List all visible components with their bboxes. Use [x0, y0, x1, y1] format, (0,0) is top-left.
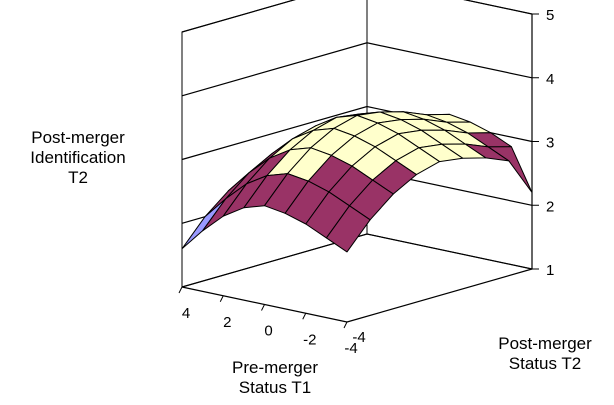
z-axis-label: Post-merger Identification T2	[4, 128, 152, 188]
surface-cell	[325, 205, 371, 253]
x-tick-label: -4	[344, 340, 357, 357]
x-tick-mark	[178, 286, 183, 294]
z-axis-label-line-3: T2	[68, 168, 88, 187]
x-tick-mark	[219, 295, 224, 302]
x-tick-mark	[302, 313, 307, 320]
z-tick-label: 3	[546, 135, 554, 152]
x-tick-mark	[343, 321, 348, 329]
y-axis-label-line-2: Status T2	[508, 354, 582, 373]
x-tick-mark	[261, 304, 265, 311]
z-tick-label: 1	[546, 262, 554, 279]
z-axis-label-line-2: Identification	[30, 148, 126, 167]
z-tick-label: 5	[546, 7, 554, 24]
x-axis-label-line-1: Pre-merger	[232, 358, 318, 377]
x-tick-label: 4	[182, 305, 190, 322]
x-tick-label: 0	[264, 323, 272, 340]
y-tick-label: -4	[352, 329, 365, 346]
x-axis-label: Pre-merger Status T1	[200, 358, 350, 398]
x-tick-label: -2	[303, 331, 316, 348]
x-axis-label-line-2: Status T1	[238, 378, 312, 397]
z-gridline	[181, 42, 533, 97]
chart-axes: 4 2 0 -2 -4-4 1 2 3 4 5	[178, 7, 554, 357]
y-axis-line	[346, 268, 533, 323]
z-axis-label-line-1: Post-merger	[31, 128, 125, 147]
y-axis-label: Post-merger Status T2	[478, 334, 612, 374]
z-tick-label: 2	[546, 198, 554, 215]
z-tick-label: 4	[546, 71, 554, 88]
x-tick-label: 2	[223, 314, 231, 331]
surface-mesh	[181, 111, 533, 253]
z-gridline	[181, 0, 533, 33]
z-gridline	[181, 233, 533, 288]
y-axis-label-line-1: Post-merger	[498, 334, 592, 353]
